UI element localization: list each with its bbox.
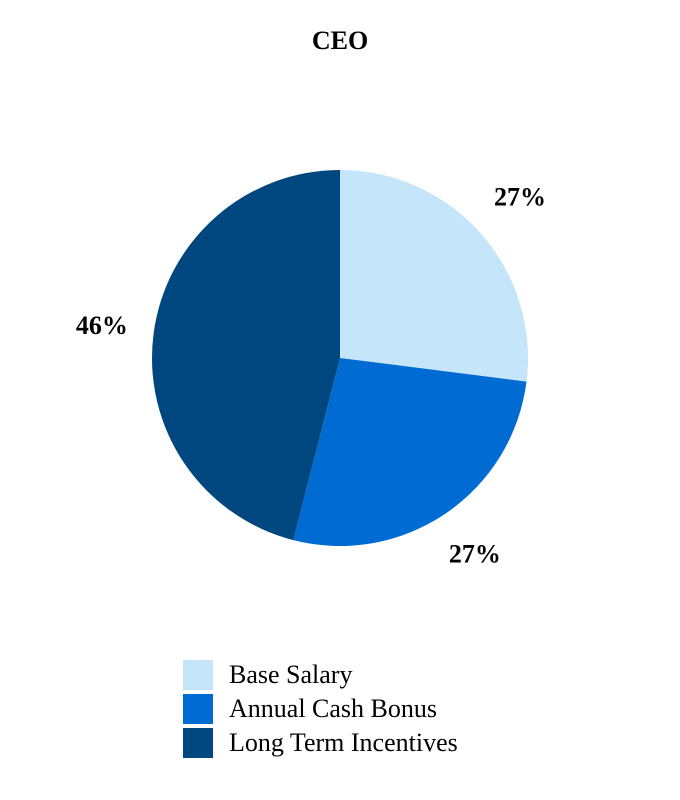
data-label: 46% <box>76 311 128 340</box>
pie-slice <box>340 170 528 382</box>
data-label: 27% <box>494 182 546 211</box>
pie-slice <box>293 358 527 546</box>
legend-swatch <box>183 694 213 724</box>
data-label: 27% <box>449 539 501 568</box>
pie-slice <box>152 169 340 541</box>
legend-label: Base Salary <box>229 660 352 689</box>
legend-swatch <box>183 660 213 690</box>
chart-title: CEO <box>312 26 368 55</box>
legend-label: Annual Cash Bonus <box>229 694 437 723</box>
legend-swatch <box>183 728 213 758</box>
legend-label: Long Term Incentives <box>229 728 458 757</box>
